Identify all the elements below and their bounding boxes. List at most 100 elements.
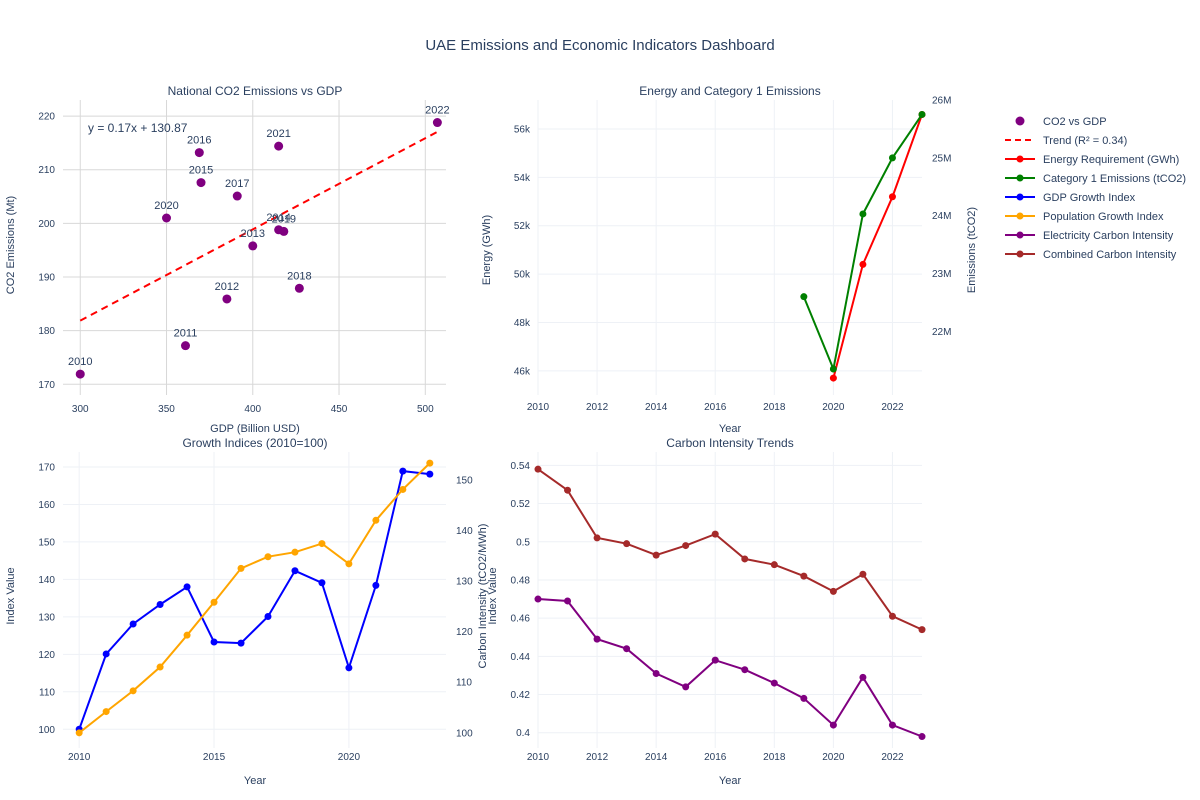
series-point [237,564,245,572]
series-point [593,534,601,542]
series-point [399,467,407,475]
y-tick-label: 0.42 [511,690,531,701]
y-tick-label: 54k [514,173,531,184]
plot-area: 300 350 400 450 500 170 180 190 200 210 220 2010 201… [38,100,450,415]
data-point [194,148,204,158]
series-line [802,113,923,373]
legend-item: Population Growth Index [1005,211,1164,223]
series-point [237,639,245,647]
series-line [78,470,430,730]
series-point [129,687,137,695]
series-point [102,708,110,716]
legend-item: Combined Carbon Intensity [1005,249,1177,261]
legend-item: Energy Requirement (GWh) [1005,154,1179,166]
x-axis-label: Year [719,423,742,435]
series-point [345,560,353,568]
series-point [888,154,896,162]
y-axis-label: CO2 Emissions (Mt) [5,196,17,294]
y-tick-label: 100 [38,725,55,736]
series-line [832,114,923,379]
series-point [770,679,778,687]
point-label: 2014 [266,212,290,224]
series-point [102,650,110,658]
series-point [918,733,926,741]
legend-marker [1016,212,1024,220]
legend-label: Energy Requirement (GWh) [1043,154,1179,166]
y-axis-label: Index Value [5,567,17,624]
x-tick-label: 350 [158,404,175,415]
y-tick-label: 0.48 [511,575,531,586]
x-tick-label: 450 [331,404,348,415]
x-tick-label: 2020 [822,402,845,413]
legend-marker [1015,116,1025,126]
data-point [232,191,242,201]
legend-item: Category 1 Emissions (tCO2) [1005,173,1186,185]
panel-title: National CO2 Emissions vs GDP [168,84,343,98]
x-tick-label: 2010 [68,752,91,763]
legend-marker [1016,174,1024,182]
x-axis-label: GDP (Billion USD) [210,423,300,435]
data-point [248,241,258,251]
x-tick-label: 2022 [881,402,904,413]
x-tick-label: 2016 [704,752,727,763]
y-tick-label: 50k [514,270,531,281]
legend-item: GDP Growth Index [1005,192,1136,204]
y-axis-label: Carbon Intensity (tCO2/MWh) [477,524,489,669]
point-label: 2020 [154,200,178,212]
data-point [279,226,289,236]
y-tick-label: 150 [38,537,55,548]
series-point [859,570,867,578]
y-tick-label: 140 [38,575,55,586]
series-point [564,597,572,605]
legend-marker [1016,155,1024,163]
series-point [156,663,164,671]
y-tick-label: 110 [39,687,55,698]
x-tick-label: 400 [244,404,261,415]
series-point [800,293,808,301]
series-line [537,468,923,631]
x-tick-label: 2010 [527,402,550,413]
series-point [75,729,83,737]
legend-label: Trend (R² = 0.34) [1043,135,1127,147]
series-point [682,683,690,691]
data-point [432,118,442,128]
y2-tick-label: 25M [932,153,951,164]
legend-item: Electricity Carbon Intensity [1005,230,1174,242]
y2-tick-label: 26M [932,96,951,107]
x-tick-label: 2022 [881,752,904,763]
legend: CO2 vs GDP Trend (R² = 0.34) Energy Requir… [1005,116,1186,261]
legend-marker [1016,250,1024,258]
series-point [623,645,631,653]
y-tick-label: 0.44 [511,652,531,663]
series-point [652,670,660,678]
panel-title: Carbon Intensity Trends [666,436,793,450]
legend-label: GDP Growth Index [1043,192,1136,204]
plot-area: 2010 2012 2014 2016 2018 2020 2022 0.4 0.42 0.44 0… [511,452,926,763]
y-tick-label: 170 [38,462,55,473]
series-point [741,555,749,563]
point-label: 2017 [225,178,249,190]
y2-tick-label: 130 [456,577,473,588]
series-line [78,462,431,734]
x-tick-label: 2012 [586,402,609,413]
y-tick-label: 46k [514,366,531,377]
y-tick-label: 0.46 [511,614,531,625]
series-point [399,485,407,493]
series-point [183,583,191,591]
y2-axis-label: Emissions (tCO2) [966,207,978,293]
series-point [372,581,380,589]
series-point [859,210,867,218]
legend-label: Population Growth Index [1043,211,1164,223]
series-point [770,561,778,569]
point-label: 2016 [187,135,211,147]
series-point [859,260,867,268]
y2-tick-label: 140 [456,526,473,537]
y-tick-label: 200 [38,219,55,230]
series-point [711,530,719,538]
x-tick-label: 2014 [645,402,668,413]
plot-area: 2010 2015 2020 100 110 120 130 140 150 160 170 100 1… [38,452,473,763]
x-tick-label: 2012 [586,752,609,763]
legend-item: Trend (R² = 0.34) [1005,135,1127,147]
legend-label: Combined Carbon Intensity [1043,249,1177,261]
series-point [623,540,631,548]
